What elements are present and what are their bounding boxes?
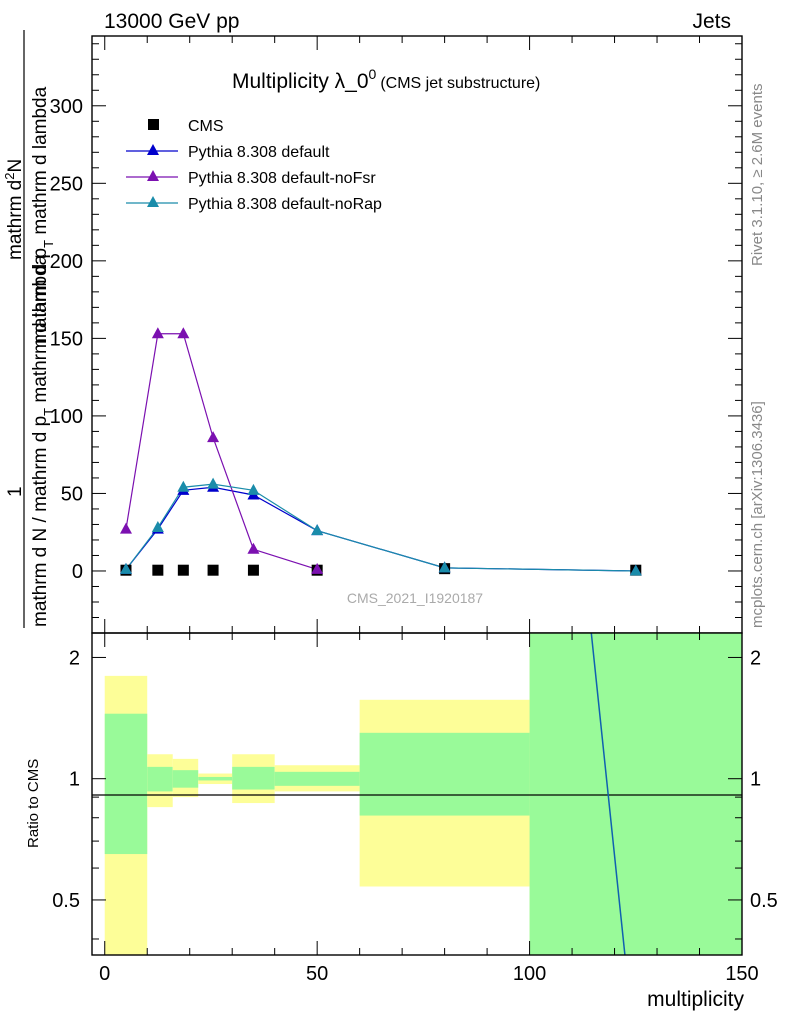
data-point-pythia-8-308-default-norap <box>119 562 132 574</box>
data-point-pythia-8-308-default-nofsr <box>247 542 260 554</box>
data-point-pythia-8-308-default-nofsr <box>177 327 190 339</box>
legend: CMS Pythia 8.308 default Pythia 8.308 de… <box>126 118 382 213</box>
green-band <box>529 633 742 955</box>
ratio-y-tick-label-right: 2 <box>750 647 761 669</box>
ratio-y-tick-label-right: 1 <box>750 769 761 791</box>
data-point-pythia-8-308-default-norap <box>311 524 324 536</box>
y-label-lower: mathrm d N / mathrm d pT mathrm d lambda <box>30 254 56 627</box>
legend-triangle-norap <box>147 196 159 207</box>
analysis-watermark: CMS_2021_I1920187 <box>347 590 483 606</box>
x-tick-label: 50 <box>306 963 328 985</box>
data-point-pythia-8-308-default-norap <box>177 480 190 492</box>
data-point-cms <box>177 564 189 576</box>
main-plot-panel: 0 50 100 150 200 250 300 Multiplicity λ_00(CMS… <box>2 30 743 634</box>
legend-label-norap: Pythia 8.308 default-noRap <box>188 196 382 213</box>
chart-subtitle: (CMS jet substructure) <box>380 75 540 92</box>
series-line-pythia-8-308-default-norap <box>125 483 636 572</box>
ratio-y-tick-label: 0.5 <box>52 890 80 912</box>
green-band <box>232 766 275 790</box>
y-tick-label: 300 <box>50 96 83 118</box>
legend-square-marker <box>148 119 159 130</box>
y-tick-label: 100 <box>50 406 83 428</box>
energy-label: 13000 GeV pp <box>104 10 239 33</box>
y-label-fraction-one: 1 <box>5 486 26 497</box>
y-tick-label: 250 <box>50 173 83 195</box>
data-point-cms <box>247 564 259 576</box>
y-tick-label: 0 <box>72 561 83 583</box>
x-axis: 0 50 100 150 <box>99 633 759 985</box>
ratio-y-tick-label: 2 <box>69 647 80 669</box>
data-point-pythia-8-308-default-nofsr <box>151 327 164 339</box>
data-point-pythia-8-308-default-norap <box>629 564 642 576</box>
ratio-uncertainty-bands <box>104 633 742 955</box>
green-band <box>104 713 148 855</box>
legend-label-nofsr: Pythia 8.308 default-noFsr <box>188 170 376 187</box>
legend-triangle-nofsr <box>147 170 159 181</box>
ratio-y-tick-label: 1 <box>69 769 80 791</box>
legend-label-default: Pythia 8.308 default <box>188 144 330 161</box>
ratio-y-axis: 0.5 0.5 1 1 2 2 <box>52 647 778 940</box>
green-band <box>274 771 360 786</box>
ratio-y-tick-label-right: 0.5 <box>750 890 778 912</box>
legend-item-cms: CMS <box>148 118 224 135</box>
data-point-pythia-8-308-default-norap <box>151 521 164 533</box>
main-y-axis-label: mathrm d2N mathrm d pT mathrm d lambda 1… <box>2 30 56 628</box>
mcplots-label: mcplots.cern.ch [arXiv:1306.3436] <box>749 401 766 628</box>
data-point-pythia-8-308-default-norap <box>438 561 451 573</box>
legend-label-cms: CMS <box>188 118 224 135</box>
chart-title: Multiplicity λ_00(CMS jet substructure) <box>232 66 540 93</box>
ratio-series-layer <box>590 633 626 955</box>
ratio-plot-panel: 0.5 0.5 1 1 2 2 0 50 100 150 Ratio to CMS multip… <box>25 632 778 1011</box>
jets-label: Jets <box>692 10 731 33</box>
x-tick-label: 100 <box>513 963 546 985</box>
y-label-upper-denominator: mathrm d pT mathrm d lambda <box>30 86 56 344</box>
y-tick-label: 50 <box>61 483 83 505</box>
ratio-plot-frame <box>91 632 743 956</box>
main-series-layer <box>119 327 642 576</box>
data-point-cms <box>152 564 164 576</box>
legend-item-norap: Pythia 8.308 default-noRap <box>126 196 382 213</box>
legend-item-default: Pythia 8.308 default <box>126 144 330 161</box>
chart-title-superscript: 0 <box>369 66 377 82</box>
rivet-version-label: Rivet 3.1.10, ≥ 2.6M events <box>749 84 766 267</box>
ratio-y-axis-label: Ratio to CMS <box>25 759 42 848</box>
data-point-pythia-8-308-default-norap <box>247 483 260 495</box>
green-band <box>359 732 530 816</box>
x-axis-label: multiplicity <box>647 988 744 1011</box>
x-tick-label: 150 <box>725 963 758 985</box>
main-x-ticks <box>104 36 743 633</box>
series-line-pythia-8-308-default-nofsr <box>125 333 318 570</box>
y-tick-label: 150 <box>50 328 83 350</box>
y-tick-label: 200 <box>50 251 83 273</box>
data-point-pythia-8-308-default-norap <box>207 477 220 489</box>
data-point-pythia-8-308-default-nofsr <box>311 562 324 574</box>
ratio-line-default <box>590 633 626 955</box>
data-point-pythia-8-308-default-nofsr <box>207 431 220 443</box>
green-band <box>147 766 173 792</box>
series-line-pythia-8-308-default <box>125 486 636 572</box>
x-tick-label: 0 <box>99 963 110 985</box>
y-label-top: mathrm d2N <box>2 159 26 260</box>
green-band <box>198 776 233 781</box>
data-point-pythia-8-308-default-nofsr <box>119 522 132 534</box>
green-band <box>172 770 199 788</box>
legend-item-nofsr: Pythia 8.308 default-noFsr <box>126 170 376 187</box>
main-y-axis: 0 50 100 150 200 250 300 <box>50 43 742 618</box>
legend-triangle-default <box>147 144 159 155</box>
data-point-cms <box>207 564 219 576</box>
